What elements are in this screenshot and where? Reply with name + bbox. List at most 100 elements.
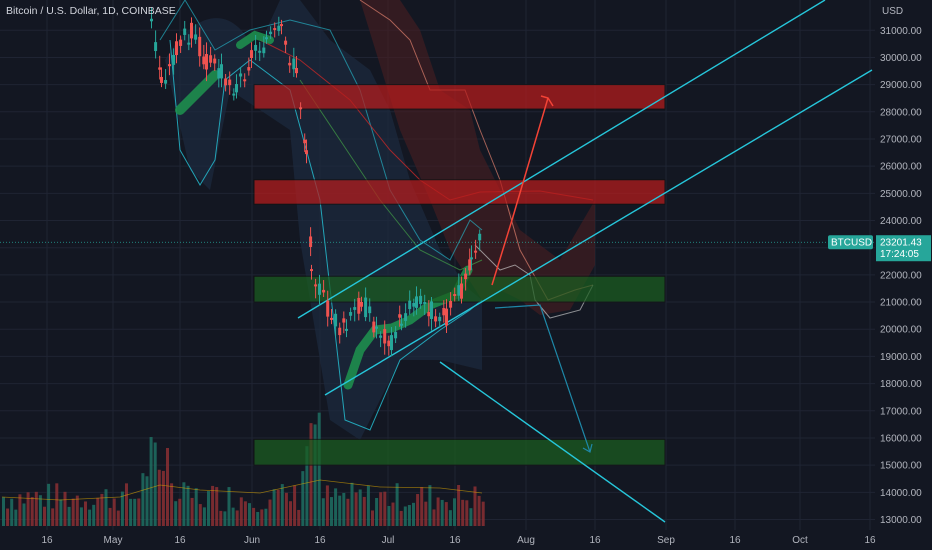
volume-bar (219, 510, 223, 526)
candle-body (273, 28, 277, 31)
currency-label: USD (882, 6, 903, 17)
candle-body (292, 58, 296, 70)
volume-bar (157, 469, 161, 526)
volume-bar (252, 507, 256, 526)
volume-bar (178, 498, 182, 526)
candle-body (464, 273, 468, 280)
volume-bar (137, 498, 141, 526)
price-axis[interactable]: USD 13000.00 14000.00 15000.00 16000.00 17000… (875, 0, 932, 550)
price-badge (876, 235, 931, 262)
candle-body (408, 300, 412, 310)
volume-bar (26, 492, 30, 526)
bullish-arrowhead (540, 95, 554, 107)
candle-body (394, 331, 398, 339)
volume-bar (202, 507, 206, 526)
volume-bar (96, 497, 100, 526)
candle-body (412, 302, 416, 307)
candle-body (205, 54, 208, 70)
candle-body (172, 54, 176, 65)
volume-bar (289, 501, 292, 526)
volume-bar (38, 495, 42, 526)
candle-body (468, 259, 472, 271)
projection-arrows[interactable] (491, 95, 593, 453)
candle-body (379, 335, 383, 338)
volume-bar (125, 483, 128, 526)
volume-bar (407, 505, 411, 526)
volume-bar (6, 508, 10, 526)
volume-bar (207, 491, 210, 526)
volume-bar (194, 488, 198, 526)
volume-bar (276, 489, 280, 526)
countdown-text: 17:24:05 (880, 249, 919, 260)
cloud-fill (360, 0, 595, 315)
candle-body (310, 269, 313, 272)
price-tick-label: 27000.00 (880, 134, 922, 145)
candle-body (220, 64, 223, 79)
trend-channel[interactable] (297, 0, 873, 523)
resistance-zone (253, 84, 666, 110)
price-tick-label: 21000.00 (880, 298, 922, 309)
volume-bar (309, 423, 313, 526)
candle-body (368, 306, 372, 314)
volume-bar (75, 495, 79, 526)
price-tick-label: 14000.00 (880, 488, 922, 499)
volume-bar (416, 494, 420, 526)
time-tick-label: 16 (314, 535, 326, 546)
volume-bar (223, 511, 227, 526)
candle-body (438, 316, 442, 322)
time-axis[interactable]: 16 May 16 Jun 16 Jul 16 Aug 16 Sep 16 Oct 16 (0, 530, 876, 550)
volume-bar (338, 495, 342, 526)
volume-bar (264, 508, 268, 526)
candle-body (430, 301, 433, 319)
volume-bar (305, 446, 309, 526)
candle-body (334, 313, 338, 327)
price-tick-label: 24000.00 (880, 216, 922, 227)
candle-body (269, 31, 273, 35)
candle-body (400, 323, 403, 326)
volume-bar (260, 509, 264, 526)
volume-bar (350, 482, 354, 526)
candle-body (265, 37, 268, 40)
volume-bar (18, 494, 22, 526)
candle-body (232, 93, 236, 96)
time-tick-label: Jul (382, 535, 395, 546)
bullish-projection-line (491, 97, 549, 286)
volume-bar (190, 497, 194, 526)
volume-bar (432, 509, 436, 526)
volume-bar (457, 484, 461, 526)
candle-body (326, 300, 330, 317)
candle-body (262, 47, 266, 54)
candle-body (453, 294, 457, 297)
volume-bar (112, 498, 116, 526)
candle-body (198, 36, 202, 57)
candle-body (353, 307, 357, 310)
volume-bar (51, 508, 55, 526)
volume-bar (30, 497, 34, 526)
volume-bar (129, 498, 133, 526)
candle-body (322, 289, 326, 293)
price-tick-label: 18000.00 (880, 379, 922, 390)
volume-bar (116, 510, 120, 526)
candle-body (478, 233, 482, 241)
volume-bar (256, 511, 260, 526)
candle-body (228, 79, 232, 86)
volume-bar (379, 492, 383, 526)
volume-bar (358, 489, 362, 526)
volume-bar (403, 506, 407, 526)
candle-body (303, 139, 307, 144)
volume-bar (313, 424, 317, 526)
volume-bar (34, 491, 38, 526)
price-tick-label: 15000.00 (880, 461, 922, 472)
volume-bar (461, 499, 465, 526)
candle-body (164, 79, 168, 84)
candle-body (383, 329, 387, 344)
volume-bar (375, 497, 379, 526)
candle-body (239, 73, 243, 77)
volume-bar (477, 495, 481, 526)
price-zones (253, 84, 666, 466)
candle-body (427, 311, 431, 317)
price-tick-label: 17000.00 (880, 406, 922, 417)
candle-body (284, 40, 288, 45)
candle-body (457, 285, 461, 296)
